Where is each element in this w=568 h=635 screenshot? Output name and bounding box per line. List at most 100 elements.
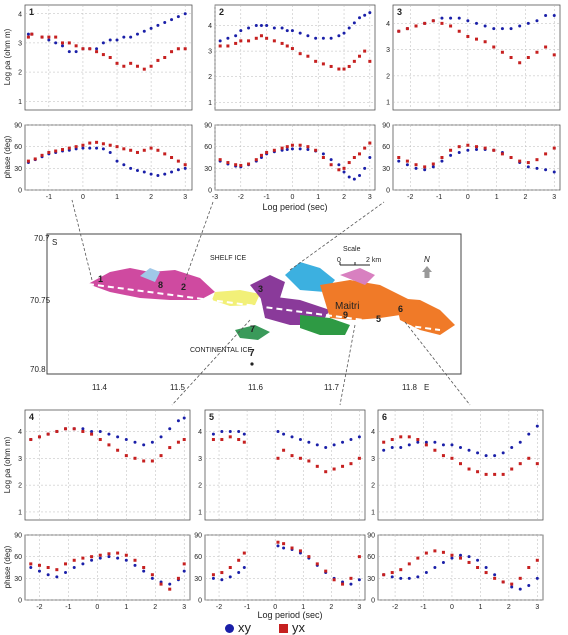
- panel-title: 2: [219, 7, 224, 17]
- data-point-yx: [535, 558, 539, 562]
- data-point-yx: [492, 45, 496, 49]
- data-point-xy: [544, 168, 548, 172]
- data-point-yx: [81, 556, 85, 560]
- data-point-yx: [124, 454, 128, 458]
- x-tick-label: -2: [216, 604, 222, 611]
- data-point-yx: [170, 156, 174, 159]
- data-point-yx: [298, 52, 302, 56]
- map-lon-label: 11.8: [402, 383, 418, 392]
- x-tick-label: 3: [368, 194, 372, 201]
- data-point-yx: [72, 558, 76, 562]
- data-point-xy: [399, 576, 403, 580]
- continental-ice-label: CONTINENTAL ICE: [190, 347, 253, 354]
- data-point-yx: [349, 576, 353, 580]
- data-point-xy: [254, 23, 258, 27]
- data-point-yx: [285, 44, 289, 48]
- data-point-yx: [440, 21, 444, 25]
- data-point-xy: [501, 451, 505, 455]
- data-point-xy: [226, 36, 230, 40]
- data-point-yx: [237, 558, 241, 562]
- data-point-yx: [431, 162, 435, 166]
- data-point-xy: [282, 546, 286, 550]
- data-point-yx: [450, 456, 454, 460]
- data-point-yx: [247, 39, 251, 43]
- panel-frame: [24, 409, 191, 521]
- data-point-xy: [407, 443, 411, 447]
- data-point-xy: [416, 575, 420, 579]
- x-tick-label: 2: [329, 604, 333, 611]
- y-tick-label: 2: [386, 73, 390, 80]
- data-point-xy: [466, 19, 470, 23]
- data-point-yx: [54, 149, 58, 153]
- data-point-xy: [290, 29, 294, 33]
- data-point-yx: [33, 157, 37, 161]
- data-point-xy: [509, 27, 513, 31]
- panel-frame: [24, 124, 193, 191]
- legend-item-yx: yx: [279, 620, 305, 635]
- y-tick-label: 3: [208, 49, 212, 56]
- data-point-xy: [67, 50, 71, 54]
- data-point-yx: [290, 47, 294, 51]
- data-point-yx: [535, 50, 539, 54]
- data-point-xy: [358, 16, 362, 20]
- data-point-yx: [116, 448, 120, 452]
- y-tick-label: 90: [194, 533, 202, 540]
- x-tick-label: 2: [342, 194, 346, 201]
- y-tick-label: 1: [386, 100, 390, 107]
- data-point-yx: [133, 558, 137, 562]
- x-tick-label: 3: [357, 604, 361, 611]
- data-point-yx: [47, 35, 51, 39]
- site-label: 9: [343, 310, 348, 320]
- data-point-yx: [54, 35, 58, 39]
- data-point-yx: [509, 56, 513, 59]
- data-point-yx: [182, 562, 186, 566]
- data-point-yx: [259, 153, 263, 157]
- data-point-yx: [163, 152, 167, 156]
- data-point-yx: [307, 555, 311, 559]
- x-tick-label: -1: [263, 194, 269, 201]
- data-point-xy: [150, 576, 154, 580]
- data-point-xy: [526, 21, 530, 25]
- data-point-yx: [357, 456, 361, 460]
- data-point-xy: [290, 147, 294, 151]
- x-tick-label: 1: [301, 604, 305, 611]
- data-point-yx: [107, 443, 111, 447]
- data-point-xy: [107, 432, 111, 436]
- panel-station-5-rho: 1 2 3 45: [198, 409, 366, 521]
- data-point-yx: [29, 562, 33, 566]
- x-tick-label: 1: [495, 194, 499, 201]
- data-point-yx: [108, 56, 112, 59]
- data-point-yx: [324, 569, 328, 573]
- map-lon-label: 11.6: [248, 383, 264, 392]
- scale-zero: 0: [337, 257, 341, 264]
- y-tick-label: 30: [382, 166, 390, 173]
- data-point-xy: [307, 440, 311, 444]
- data-point-yx: [95, 50, 99, 54]
- data-point-xy: [74, 50, 78, 54]
- site-label: 2: [181, 282, 186, 292]
- data-point-yx: [321, 62, 325, 66]
- data-point-xy: [324, 446, 328, 450]
- data-point-yx: [368, 141, 372, 145]
- data-point-yx: [298, 143, 302, 147]
- data-point-yx: [475, 37, 478, 41]
- north-arrow-icon: [422, 266, 432, 278]
- y-tick-label: 4: [198, 429, 202, 436]
- data-point-yx: [129, 148, 133, 152]
- legend-item-xy: xy: [225, 620, 251, 635]
- data-point-yx: [182, 438, 186, 442]
- y-tick-label: 60: [382, 144, 390, 151]
- data-point-yx: [324, 470, 328, 474]
- data-point-yx: [176, 159, 180, 163]
- data-point-xy: [321, 152, 325, 156]
- data-point-yx: [363, 49, 367, 53]
- y-tick-label: 0: [208, 188, 212, 195]
- data-point-yx: [407, 435, 411, 439]
- data-point-xy: [156, 23, 160, 27]
- data-point-yx: [74, 145, 78, 149]
- data-point-yx: [88, 47, 92, 51]
- x-tick-label: -2: [36, 604, 42, 611]
- data-point-yx: [64, 427, 68, 431]
- data-point-yx: [81, 429, 85, 433]
